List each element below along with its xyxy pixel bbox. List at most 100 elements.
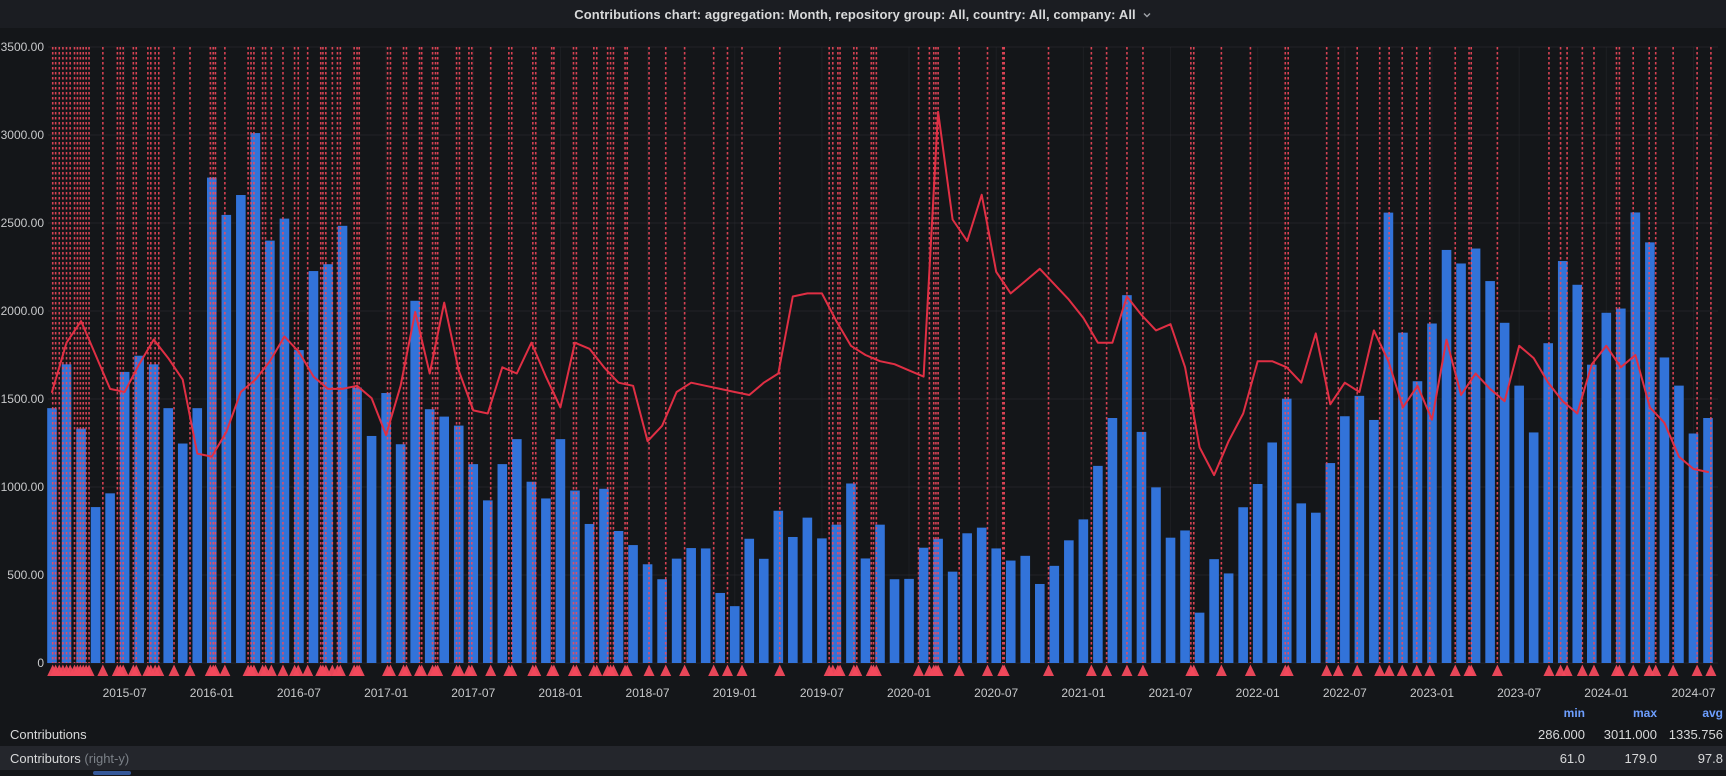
bar-contributions[interactable] xyxy=(1093,465,1103,663)
bar-contributions[interactable] xyxy=(1354,395,1365,663)
annotation-marker[interactable] xyxy=(834,664,846,677)
annotation-marker[interactable] xyxy=(353,664,365,677)
annotation-marker[interactable] xyxy=(570,664,582,677)
bar-contributions[interactable] xyxy=(279,218,290,663)
annotation-marker[interactable] xyxy=(1588,664,1600,677)
bar-contributions[interactable] xyxy=(889,579,900,663)
bar-contributions[interactable] xyxy=(1194,612,1205,663)
annotation-marker[interactable] xyxy=(1627,664,1639,677)
bar-contributions[interactable] xyxy=(105,493,115,663)
annotation-marker[interactable] xyxy=(851,664,863,677)
bar-contributions[interactable] xyxy=(1107,418,1118,663)
bar-contributions[interactable] xyxy=(221,214,232,664)
annotation-marker[interactable] xyxy=(1121,664,1133,677)
annotation-marker[interactable] xyxy=(117,664,129,677)
annotation-marker[interactable] xyxy=(1613,664,1625,677)
annotation-marker[interactable] xyxy=(1383,664,1395,677)
annotation-marker[interactable] xyxy=(1244,664,1256,677)
bar-contributions[interactable] xyxy=(802,517,813,663)
bar-contributions[interactable] xyxy=(541,498,551,663)
annotation-marker[interactable] xyxy=(265,664,277,677)
bar-contributions[interactable] xyxy=(119,371,130,663)
annotation-marker[interactable] xyxy=(416,664,428,677)
bar-contributions[interactable] xyxy=(148,364,159,663)
annotation-marker[interactable] xyxy=(506,664,518,677)
annotation-marker[interactable] xyxy=(774,664,786,677)
annotation-marker[interactable] xyxy=(1396,664,1408,677)
bar-contributions[interactable] xyxy=(860,558,871,663)
bar-contributions[interactable] xyxy=(933,538,943,663)
bar-contributions[interactable] xyxy=(1136,431,1147,663)
bar-contributions[interactable] xyxy=(294,350,304,663)
bar-contributions[interactable] xyxy=(758,558,769,663)
bar-contributions[interactable] xyxy=(1049,565,1060,663)
annotation-marker[interactable] xyxy=(1332,664,1344,677)
bar-contributions[interactable] xyxy=(1151,487,1161,663)
annotation-marker[interactable] xyxy=(998,664,1010,677)
bar-contributions[interactable] xyxy=(700,548,711,663)
bar-contributions[interactable] xyxy=(410,300,420,663)
bar-contributions[interactable] xyxy=(1296,503,1307,663)
bar-contributions[interactable] xyxy=(468,464,479,663)
panel-header[interactable]: Contributions chart: aggregation: Month,… xyxy=(0,0,1726,28)
bar-contributions[interactable] xyxy=(1223,573,1234,663)
bar-contributions[interactable] xyxy=(1325,463,1336,663)
annotation-marker[interactable] xyxy=(679,664,691,677)
annotation-marker[interactable] xyxy=(485,664,497,677)
bar-contributions[interactable] xyxy=(599,488,609,663)
bar-contributions[interactable] xyxy=(1252,484,1263,663)
bar-contributions[interactable] xyxy=(642,564,653,663)
bar-contributions[interactable] xyxy=(1470,248,1481,663)
bar-contributions[interactable] xyxy=(526,481,537,663)
contributions-chart[interactable]: 3500.00 3000.00 2500.00 2000.00 1500.00 1000.… xyxy=(0,0,1726,704)
annotation-marker[interactable] xyxy=(292,664,304,677)
annotation-marker[interactable] xyxy=(1491,664,1503,677)
annotation-marker[interactable] xyxy=(1351,664,1363,677)
bar-contributions[interactable] xyxy=(265,240,275,663)
annotation-marker[interactable] xyxy=(334,664,346,677)
bar-contributions[interactable] xyxy=(163,408,174,663)
annotation-marker[interactable] xyxy=(277,664,289,677)
bar-contributions[interactable] xyxy=(1369,419,1379,663)
bar-contributions[interactable] xyxy=(1310,512,1321,663)
annotation-marker[interactable] xyxy=(1043,664,1055,677)
bar-contributions[interactable] xyxy=(1034,583,1045,663)
annotation-marker[interactable] xyxy=(1188,664,1200,677)
annotation-marker[interactable] xyxy=(384,664,396,677)
bar-contributions[interactable] xyxy=(1528,432,1539,663)
annotation-marker[interactable] xyxy=(981,664,993,677)
annotation-marker[interactable] xyxy=(1374,664,1386,677)
annotation-marker[interactable] xyxy=(209,664,221,677)
bar-contributions[interactable] xyxy=(1485,281,1495,663)
bar-contributions[interactable] xyxy=(1441,249,1452,664)
bar-contributions[interactable] xyxy=(1064,540,1074,663)
bar-contributions[interactable] xyxy=(1688,433,1699,663)
annotation-marker[interactable] xyxy=(870,664,882,677)
bar-contributions[interactable] xyxy=(250,133,261,664)
annotation-marker[interactable] xyxy=(736,664,748,677)
bar-contributions[interactable] xyxy=(1659,357,1670,663)
annotation-marker[interactable] xyxy=(1576,664,1588,677)
bar-contributions[interactable] xyxy=(1078,519,1089,663)
bar-contributions[interactable] xyxy=(482,500,493,663)
annotation-marker[interactable] xyxy=(83,664,95,677)
bar-contributions[interactable] xyxy=(1267,442,1278,663)
annotation-marker[interactable] xyxy=(643,664,655,677)
bar-contributions[interactable] xyxy=(686,548,696,663)
bar-contributions[interactable] xyxy=(512,439,522,663)
annotation-marker[interactable] xyxy=(302,664,314,677)
contributors-line[interactable] xyxy=(51,110,1709,477)
bar-contributions[interactable] xyxy=(1180,530,1190,663)
annotation-marker[interactable] xyxy=(1705,664,1717,677)
annotation-marker[interactable] xyxy=(621,664,633,677)
panel-title[interactable]: Contributions chart: aggregation: Month,… xyxy=(574,6,1136,22)
bar-contributions[interactable] xyxy=(236,195,246,664)
bar-contributions[interactable] xyxy=(729,606,740,663)
bar-contributions[interactable] xyxy=(366,435,377,663)
annotation-marker[interactable] xyxy=(1667,664,1679,677)
annotation-marker[interactable] xyxy=(1411,664,1423,677)
bar-contributions[interactable] xyxy=(1601,312,1612,663)
annotation-marker[interactable] xyxy=(1449,664,1461,677)
annotation-marker[interactable] xyxy=(466,664,478,677)
annotation-marker[interactable] xyxy=(708,664,720,677)
